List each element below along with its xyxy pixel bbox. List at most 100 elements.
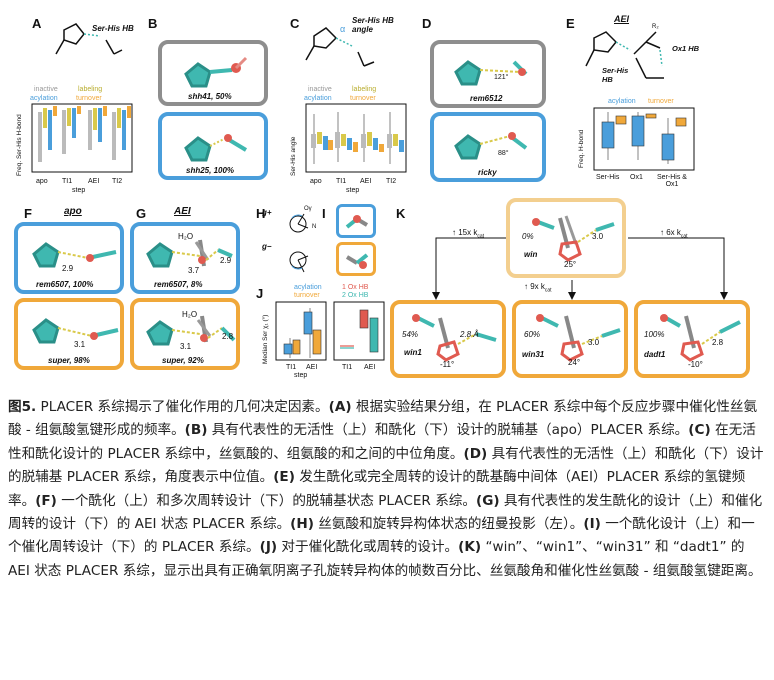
legend-acylation: acylation xyxy=(30,95,58,102)
legend-e-turnover: turnover xyxy=(648,98,674,105)
caption-intro: PLACER 系综揭示了催化作用的几何决定因素。 xyxy=(36,399,329,415)
g-minus-label: g− xyxy=(262,242,272,251)
panel-f-title: apo xyxy=(64,206,82,217)
molecule-rem6512 xyxy=(454,60,528,86)
panel-g-bottom-d1: 3.1 xyxy=(180,342,192,351)
caption-k: “win”、“win1”、“win31” 和 “dadt1” 的 AEI 状态 … xyxy=(8,539,762,579)
win1-name: win1 xyxy=(404,348,422,357)
panel-d-label: D xyxy=(422,16,432,31)
panel-f-top-box: 2.9 rem6507, 100% xyxy=(14,222,124,294)
panel-g-top-box: H₂O 3.7 2.9 rem6507, 8% xyxy=(130,222,240,294)
panel-i-bottom-box xyxy=(336,242,376,276)
molecule-shh25 xyxy=(184,134,248,162)
caption-c: 在无活性和酰化设计的 PLACER 系综中，丝氨酸的、组氨酸的和之间的中位角度。 xyxy=(8,422,756,462)
win-dist: 3.0 xyxy=(592,232,604,241)
panel-f-top-caption: rem6507, 100% xyxy=(36,280,94,289)
panel-d-top-caption: rem6512 xyxy=(470,94,503,103)
panel-b-label: B xyxy=(148,16,158,31)
panel-a-xlabel: step xyxy=(72,187,86,194)
molecule-ricky xyxy=(454,132,528,160)
dadt1-angle: -10° xyxy=(688,360,703,369)
ser-his-hb-label: Ser-His HB xyxy=(602,66,629,84)
caption-g: 具有代表性的发生酰化的设计（上）和催化周转的设计（下）的 AEI 状态 PLAC… xyxy=(8,492,763,533)
molecule-dadt1 xyxy=(660,314,741,362)
ox1-hb-label: Ox1 HB xyxy=(672,44,700,53)
caption-j: 对于催化酰化或周转的设计。 xyxy=(277,539,459,556)
panel-g-title: AEI xyxy=(174,206,191,217)
panel-g-top-caption: rem6507, 8% xyxy=(154,280,203,289)
win-name: win xyxy=(524,250,538,259)
panel-a-note: Ser-His HB xyxy=(92,24,134,33)
panel-a-label: A xyxy=(32,16,42,31)
legend-j-acylation: acylation xyxy=(294,284,322,291)
arrow-right-label: ↑ 6x kcat xyxy=(660,228,688,240)
caption-f-marker: (F) xyxy=(35,492,57,509)
panel-e-title: AEI xyxy=(614,14,630,24)
molecule-rem6507-apo xyxy=(32,242,117,268)
panel-i-top-box xyxy=(336,204,376,238)
tick-ti1: TI1 xyxy=(62,178,73,185)
tick-e-ser-his: Ser-His xyxy=(596,174,620,181)
g-plus-label: g+ xyxy=(262,208,272,217)
molecule-win1 xyxy=(412,314,497,362)
panel-j-label: J xyxy=(256,286,264,301)
k-arrows xyxy=(432,237,728,300)
panel-f-bottom-caption: super, 98% xyxy=(48,356,90,365)
caption-b: 具有代表性的无活性（上）和酰化（下）设计的脱辅基（apo）PLACER 系综。 xyxy=(207,422,689,439)
panel-a-boxplot xyxy=(31,103,133,173)
caption-h-marker: (H) xyxy=(290,516,314,533)
panel-c-label: C xyxy=(290,16,300,31)
panel-b-bottom-box: shh25, 100% xyxy=(158,112,268,180)
ser-his-structure-c xyxy=(305,27,375,67)
panel-h-label: H xyxy=(256,206,266,221)
win31-dist: 3.0 xyxy=(588,338,600,347)
legend-c-labeling: labeling xyxy=(352,86,377,93)
figure: A Ser-His HB inactive labeling acylation… xyxy=(14,14,750,379)
panel-j-boxplots xyxy=(275,301,385,361)
dadt1-box: 100% 2.8 dadt1 -10° xyxy=(634,300,750,378)
caption-a: 根据实验结果分组，在 PLACER 系综中每个反应步骤中催化性丝氨酸 - 组氨酸… xyxy=(8,399,758,439)
legend-e-acylation: acylation xyxy=(608,98,636,105)
caption-fig-number: 图5. xyxy=(8,399,37,415)
rotamer-turnover xyxy=(345,253,369,269)
tick-c-aei: AEI xyxy=(360,178,372,185)
n-label: N xyxy=(312,224,317,230)
panel-f-bottom-box: 3.1 super, 98% xyxy=(14,298,124,370)
panel-c-ylabel: Ser-His angle xyxy=(290,136,297,176)
og-label: Oγ xyxy=(304,206,312,212)
molecule-rem6507-aei xyxy=(146,239,233,268)
caption-c-marker: (C) xyxy=(688,422,711,439)
panel-a-ylabel: Freq. Ser-His H-bond xyxy=(16,114,23,176)
tick-c-ti2: TI2 xyxy=(386,178,397,185)
panel-j-ylabel: Median Ser χ₁ (°) xyxy=(262,314,269,364)
win31-name: win31 xyxy=(522,350,545,359)
tick-aei: AEI xyxy=(88,178,100,185)
caption-i: 一个酰化设计（上）和一个催化周转设计（下）的 PLACER 系综。 xyxy=(8,516,755,556)
arrow-mid-label: ↑ 9x kcat xyxy=(524,282,552,294)
tick-j-aei: AEI xyxy=(306,364,318,371)
win-angle: 25° xyxy=(564,260,577,269)
molecule-super-aei xyxy=(146,315,236,346)
caption-j-marker: (J) xyxy=(259,539,278,556)
win31-pct: 60% xyxy=(524,330,541,339)
tick-j-ti1-right: TI1 xyxy=(342,364,353,371)
panel-f-bottom-dist: 3.1 xyxy=(74,340,86,349)
panel-k-label: K xyxy=(396,206,406,221)
legend-c-turnover: turnover xyxy=(350,95,376,102)
panel-g-bottom-caption: super, 92% xyxy=(162,356,204,365)
caption-h: 丝氨酸和旋转异构体状态的纽曼投影（左）。 xyxy=(313,516,584,533)
win1-pct: 54% xyxy=(402,330,419,339)
caption-f: 一个酰化（上）和多次周转设计（下）的脱辅基状态 PLACER 系综。 xyxy=(56,492,476,509)
panel-d-top-box: 121° rem6512 xyxy=(430,40,546,108)
tick-e-ox1: Ox1 xyxy=(630,174,643,181)
tick-j-ti1: TI1 xyxy=(286,364,297,371)
panel-d-bottom-angle: 88° xyxy=(498,150,509,157)
legend-j-2ox: 2 Ox HB xyxy=(342,292,369,299)
panel-d-bottom-box: 88° ricky xyxy=(430,112,546,182)
aei-structure xyxy=(585,31,664,79)
molecule-win31 xyxy=(536,314,621,362)
win1-angle: -11° xyxy=(440,360,455,369)
panel-f-top-dist: 2.9 xyxy=(62,264,74,273)
molecule-shh41 xyxy=(184,56,248,88)
tick-j-aei-right: AEI xyxy=(364,364,376,371)
